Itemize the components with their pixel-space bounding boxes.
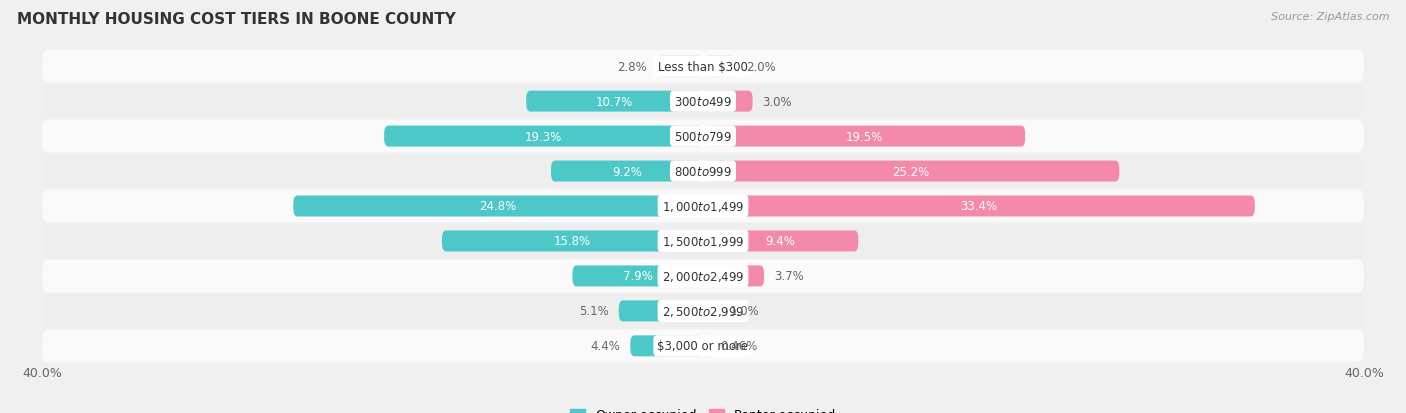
Text: 33.4%: 33.4% bbox=[960, 200, 997, 213]
Text: 19.3%: 19.3% bbox=[524, 130, 562, 143]
FancyBboxPatch shape bbox=[703, 57, 737, 78]
Text: $3,000 or more: $3,000 or more bbox=[658, 339, 748, 352]
Text: 1.0%: 1.0% bbox=[730, 305, 759, 318]
Text: $1,000 to $1,499: $1,000 to $1,499 bbox=[662, 199, 744, 214]
Text: 5.1%: 5.1% bbox=[579, 305, 609, 318]
Text: 3.0%: 3.0% bbox=[762, 95, 792, 108]
FancyBboxPatch shape bbox=[42, 190, 1364, 223]
FancyBboxPatch shape bbox=[703, 161, 1119, 182]
Text: 25.2%: 25.2% bbox=[893, 165, 929, 178]
FancyBboxPatch shape bbox=[42, 155, 1364, 188]
FancyBboxPatch shape bbox=[703, 126, 1025, 147]
Text: 7.9%: 7.9% bbox=[623, 270, 652, 283]
Text: 10.7%: 10.7% bbox=[596, 95, 633, 108]
Text: $2,500 to $2,999: $2,500 to $2,999 bbox=[662, 304, 744, 318]
Text: 9.2%: 9.2% bbox=[612, 165, 643, 178]
Text: 15.8%: 15.8% bbox=[554, 235, 591, 248]
FancyBboxPatch shape bbox=[657, 57, 703, 78]
Text: 4.4%: 4.4% bbox=[591, 339, 620, 352]
Text: $500 to $799: $500 to $799 bbox=[673, 130, 733, 143]
FancyBboxPatch shape bbox=[703, 196, 1254, 217]
FancyBboxPatch shape bbox=[42, 260, 1364, 293]
Text: $1,500 to $1,999: $1,500 to $1,999 bbox=[662, 235, 744, 248]
FancyBboxPatch shape bbox=[703, 335, 710, 356]
Text: $300 to $499: $300 to $499 bbox=[673, 95, 733, 108]
FancyBboxPatch shape bbox=[42, 85, 1364, 118]
FancyBboxPatch shape bbox=[619, 301, 703, 322]
Text: 24.8%: 24.8% bbox=[479, 200, 517, 213]
Text: 0.46%: 0.46% bbox=[720, 339, 758, 352]
FancyBboxPatch shape bbox=[441, 231, 703, 252]
FancyBboxPatch shape bbox=[703, 301, 720, 322]
FancyBboxPatch shape bbox=[572, 266, 703, 287]
Text: Less than $300: Less than $300 bbox=[658, 61, 748, 74]
FancyBboxPatch shape bbox=[630, 335, 703, 356]
FancyBboxPatch shape bbox=[703, 91, 752, 112]
Text: $2,000 to $2,499: $2,000 to $2,499 bbox=[662, 269, 744, 283]
Legend: Owner-occupied, Renter-occupied: Owner-occupied, Renter-occupied bbox=[565, 404, 841, 413]
FancyBboxPatch shape bbox=[551, 161, 703, 182]
FancyBboxPatch shape bbox=[42, 51, 1364, 83]
FancyBboxPatch shape bbox=[42, 295, 1364, 328]
FancyBboxPatch shape bbox=[703, 231, 858, 252]
FancyBboxPatch shape bbox=[294, 196, 703, 217]
FancyBboxPatch shape bbox=[703, 266, 763, 287]
Text: MONTHLY HOUSING COST TIERS IN BOONE COUNTY: MONTHLY HOUSING COST TIERS IN BOONE COUN… bbox=[17, 12, 456, 27]
Text: 9.4%: 9.4% bbox=[766, 235, 796, 248]
Text: 2.8%: 2.8% bbox=[617, 61, 647, 74]
Text: 19.5%: 19.5% bbox=[845, 130, 883, 143]
Text: 2.0%: 2.0% bbox=[747, 61, 776, 74]
FancyBboxPatch shape bbox=[526, 91, 703, 112]
FancyBboxPatch shape bbox=[384, 126, 703, 147]
Text: Source: ZipAtlas.com: Source: ZipAtlas.com bbox=[1271, 12, 1389, 22]
Text: 3.7%: 3.7% bbox=[775, 270, 804, 283]
FancyBboxPatch shape bbox=[42, 330, 1364, 362]
Text: $800 to $999: $800 to $999 bbox=[673, 165, 733, 178]
FancyBboxPatch shape bbox=[42, 120, 1364, 153]
FancyBboxPatch shape bbox=[42, 225, 1364, 258]
